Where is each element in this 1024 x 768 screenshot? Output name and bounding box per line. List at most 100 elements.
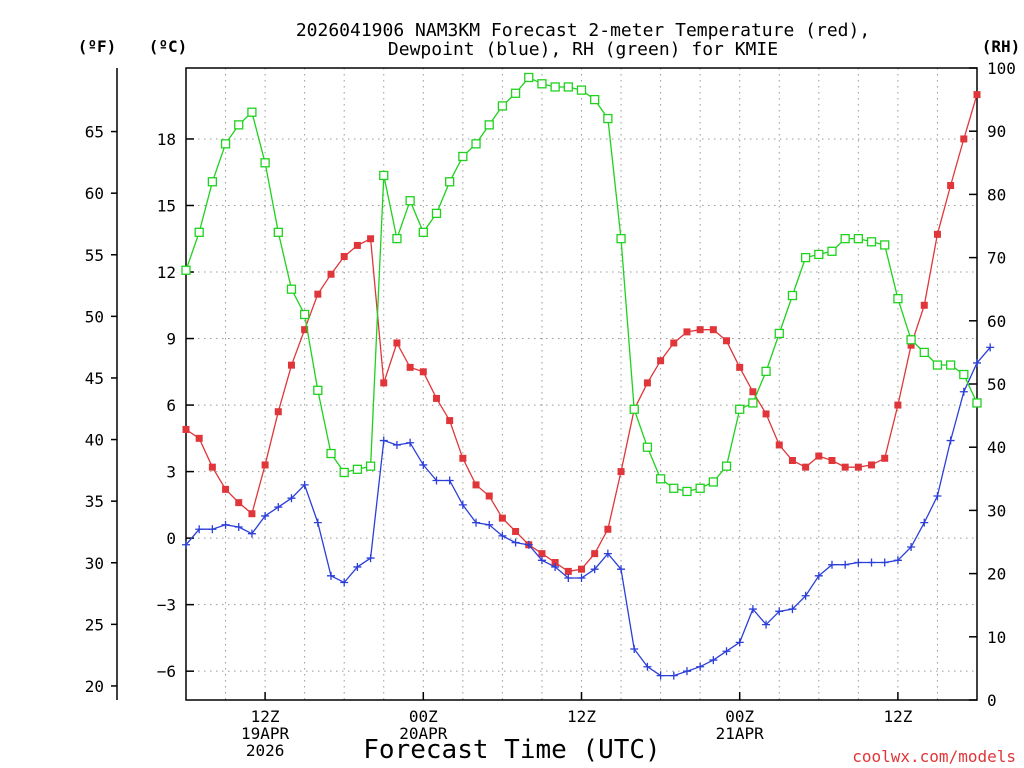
temperature-point: [578, 565, 585, 573]
rh-point: [919, 347, 929, 358]
temperature-point: [274, 408, 282, 416]
unit-label-rh: (RH): [982, 37, 1021, 56]
temperature-point: [617, 468, 625, 476]
dewpoint-point: [234, 523, 243, 532]
fahrenheit-tick-label: 50: [85, 307, 104, 326]
dewpoint-point: [445, 476, 454, 485]
rh-point: [497, 101, 508, 111]
rh-point: [392, 233, 402, 244]
x-tick-label: 12Z: [883, 707, 912, 726]
rh-point: [603, 113, 613, 124]
rh-point: [550, 82, 560, 92]
fahrenheit-tick-label: 20: [85, 677, 104, 696]
chart-title-line1: 2026041906 NAM3KM Forecast 2-meter Tempe…: [296, 20, 870, 41]
dewpoint-point: [300, 480, 309, 489]
dewpoint-point: [485, 520, 494, 529]
temperature-point: [208, 463, 216, 471]
temperature-point: [841, 463, 849, 471]
dewpoint-point: [208, 525, 217, 534]
temperature-point: [802, 463, 810, 471]
rh-point: [247, 107, 257, 117]
rh-tick-label: 60: [987, 312, 1006, 331]
temperature-point: [762, 410, 770, 418]
rh-point: [827, 246, 837, 256]
rh-point: [299, 309, 310, 320]
rh-point: [906, 335, 916, 345]
rh-point: [774, 328, 784, 339]
x-tick-label: 19APR: [241, 724, 290, 743]
rh-point: [234, 120, 244, 130]
rh-tick-label: 10: [987, 628, 1006, 647]
temperature-point: [419, 368, 427, 376]
x-tick-label: 00Z: [725, 707, 754, 726]
rh-tick-label: 80: [987, 185, 1006, 204]
dewpoint-point: [432, 476, 441, 485]
temperature-point: [498, 514, 506, 522]
dewpoint-point: [551, 562, 560, 571]
rh-tick-label: 40: [987, 438, 1006, 457]
temperature-point: [709, 326, 717, 334]
dewpoint-point: [498, 531, 507, 540]
dewpoint-point: [458, 500, 467, 509]
dewpoint-point: [524, 540, 533, 549]
rh-point: [484, 120, 494, 130]
rh-point: [510, 88, 521, 98]
x-tick-label: 20APR: [399, 724, 448, 743]
fahrenheit-tick-label: 35: [85, 492, 104, 511]
dewpoint-point: [762, 620, 771, 629]
dewpoint-point: [564, 574, 573, 583]
rh-point: [959, 369, 969, 380]
temperature-point: [446, 417, 454, 425]
dewpoint-point: [696, 662, 705, 671]
dewpoint-point: [986, 343, 995, 352]
dewpoint-point: [643, 662, 652, 671]
dewpoint-point: [366, 554, 375, 563]
temperature-point: [670, 339, 678, 347]
dewpoint-point: [511, 538, 520, 547]
celsius-tick-label: 12: [157, 263, 176, 282]
rh-point: [458, 151, 468, 162]
temperature-point: [340, 252, 348, 260]
celsius-tick-label: 6: [166, 396, 176, 415]
celsius-tick-label: 15: [157, 196, 176, 215]
rh-point: [655, 474, 666, 484]
temperature-point: [367, 235, 375, 243]
rh-point: [207, 177, 218, 187]
temperature-point: [604, 525, 612, 533]
rh-point: [418, 227, 428, 237]
dewpoint-point: [880, 558, 889, 567]
rh-point: [866, 237, 877, 247]
rh-point: [695, 483, 705, 493]
fahrenheit-tick-label: 40: [85, 431, 104, 450]
celsius-tick-label: −6: [157, 662, 176, 681]
dewpoint-point: [261, 511, 270, 520]
rh-point: [853, 233, 863, 244]
rh-point: [748, 398, 758, 408]
dewpoint-point: [247, 529, 256, 538]
temperature-point: [380, 379, 388, 387]
dewpoint-point: [656, 671, 665, 680]
temperature-series: [182, 91, 981, 575]
temperature-point: [459, 454, 467, 462]
rh-point: [893, 294, 903, 304]
rh-point: [642, 442, 653, 452]
dewpoint-point: [867, 558, 876, 567]
grid-lines: [186, 68, 977, 700]
rh-point: [379, 170, 389, 181]
dewpoint-series: [182, 343, 995, 680]
rh-point: [445, 177, 455, 187]
dewpoint-point: [340, 578, 349, 587]
temperature-point: [894, 401, 902, 409]
rh-tick-label: 90: [987, 122, 1006, 141]
temperature-point: [947, 182, 955, 190]
rh-tick-label: 30: [987, 501, 1006, 520]
rh-point: [932, 360, 943, 370]
unit-label-celsius: (ºC): [149, 37, 188, 56]
temperature-point: [432, 394, 440, 402]
dewpoint-point: [274, 503, 283, 512]
rh-point: [365, 461, 376, 471]
dewpoint-point: [946, 436, 955, 445]
dewpoint-point: [748, 605, 757, 614]
